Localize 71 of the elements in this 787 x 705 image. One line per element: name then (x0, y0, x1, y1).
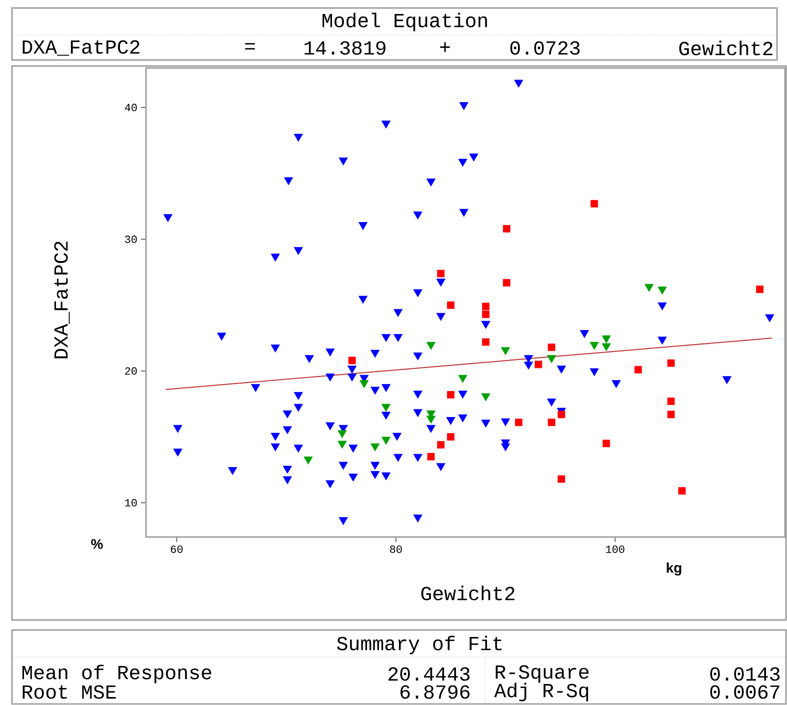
point (644, 284, 654, 292)
point (304, 456, 313, 465)
point (547, 355, 556, 364)
text: Summary of Fit (337, 636, 502, 654)
point (482, 338, 490, 346)
text: 6.8796 (400, 685, 470, 699)
point (370, 444, 380, 452)
point (534, 360, 542, 368)
text: % (91, 539, 103, 550)
point (437, 270, 445, 278)
point (382, 436, 391, 445)
text: 0.0143 (710, 667, 780, 681)
point (678, 487, 686, 495)
text: = (245, 43, 255, 50)
point (427, 453, 435, 460)
y-axis-title: DXA_FatPC2 (54, 242, 70, 358)
text: Mean of Response (22, 664, 212, 684)
point (481, 393, 490, 402)
x-tick-label: 60 (170, 546, 183, 554)
text: + (440, 42, 450, 52)
text: 20.4443 (388, 667, 470, 681)
point (447, 433, 454, 441)
point (558, 475, 566, 483)
point (558, 410, 566, 418)
point (602, 343, 611, 352)
point (426, 342, 436, 350)
point (502, 225, 510, 233)
point (548, 418, 556, 426)
point (634, 366, 642, 374)
text: Gewicht2 (679, 40, 772, 56)
point (426, 416, 436, 424)
text: 14.3819 (304, 41, 386, 55)
point (348, 356, 356, 364)
point (447, 391, 454, 399)
point (548, 344, 556, 352)
point (458, 375, 468, 383)
point (360, 380, 369, 388)
x-axis-title: Gewicht2 (421, 586, 514, 600)
point (482, 310, 490, 318)
text: 0.0067 (710, 685, 780, 699)
y-tick-label: 20 (125, 367, 137, 375)
x-tick-label: 100 (606, 546, 624, 554)
y-tick-label: 30 (125, 236, 137, 244)
point (382, 404, 391, 412)
point (590, 200, 598, 208)
text: DXA_FatPC2 (22, 40, 140, 56)
point (482, 302, 490, 310)
point (338, 440, 347, 449)
point (602, 440, 610, 448)
text: R-Square (496, 665, 589, 683)
point (756, 286, 764, 294)
point (590, 342, 599, 350)
point (667, 410, 675, 418)
chart-title: Model Equation (322, 12, 487, 32)
point (667, 398, 675, 406)
text: Root MSE (22, 685, 116, 699)
x-tick-label: 80 (390, 546, 402, 554)
point (658, 286, 667, 295)
text: 0.0723 (510, 41, 580, 55)
point (437, 441, 445, 449)
text: kg (666, 562, 682, 576)
point (602, 335, 611, 344)
point (338, 430, 347, 438)
point (447, 302, 454, 309)
point (514, 418, 522, 426)
y-tick-label: 40 (124, 104, 137, 112)
point (667, 360, 675, 367)
point (500, 347, 510, 356)
point (502, 279, 510, 287)
text: Adj R-Sq (494, 682, 588, 702)
y-tick-label: 10 (125, 499, 137, 507)
